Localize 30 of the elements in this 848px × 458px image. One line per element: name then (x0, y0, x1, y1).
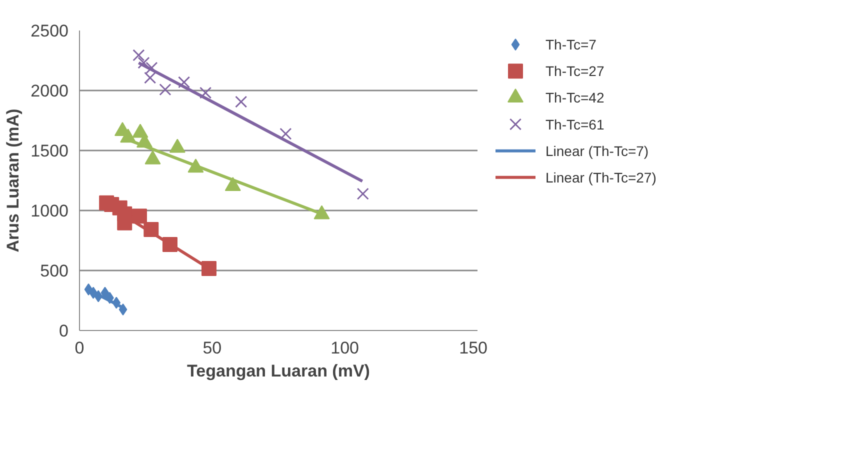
legend-label: Linear (Th-Tc=7) (546, 142, 649, 159)
x-tick-label: 0 (74, 338, 84, 358)
point (132, 49, 145, 62)
legend-label: Th-Tc=61 (546, 116, 604, 132)
legend-label: Linear (Th-Tc=27) (546, 169, 656, 186)
point (178, 76, 190, 88)
point (138, 56, 150, 69)
legend-label: Th-Tc=27 (546, 63, 604, 80)
y-axis-title: Arus Luaran (mA) (4, 108, 23, 252)
x-tick-label: 150 (459, 338, 488, 358)
point (199, 86, 212, 99)
point (146, 62, 158, 74)
y-tick-label: 1000 (30, 202, 69, 220)
point (356, 188, 369, 200)
point (118, 304, 128, 316)
x-axis-title: Tegangan Luaran (mV) (187, 362, 370, 380)
point (280, 128, 292, 140)
y-tick-label: 2500 (30, 22, 69, 40)
y-tick-label: 500 (40, 262, 69, 280)
point (159, 83, 172, 96)
y-tick-label: 0 (59, 322, 69, 340)
point (132, 208, 147, 224)
point (235, 96, 248, 108)
point (144, 72, 156, 84)
y-tick-label: 2000 (30, 82, 69, 100)
x-tick-label: 50 (202, 338, 222, 358)
x-tick-label: 100 (330, 338, 360, 358)
legend-label: Th-Tc=42 (546, 90, 604, 106)
y-tick-label: 1500 (30, 142, 69, 160)
legend-label: Th-Tc=7 (546, 36, 597, 53)
